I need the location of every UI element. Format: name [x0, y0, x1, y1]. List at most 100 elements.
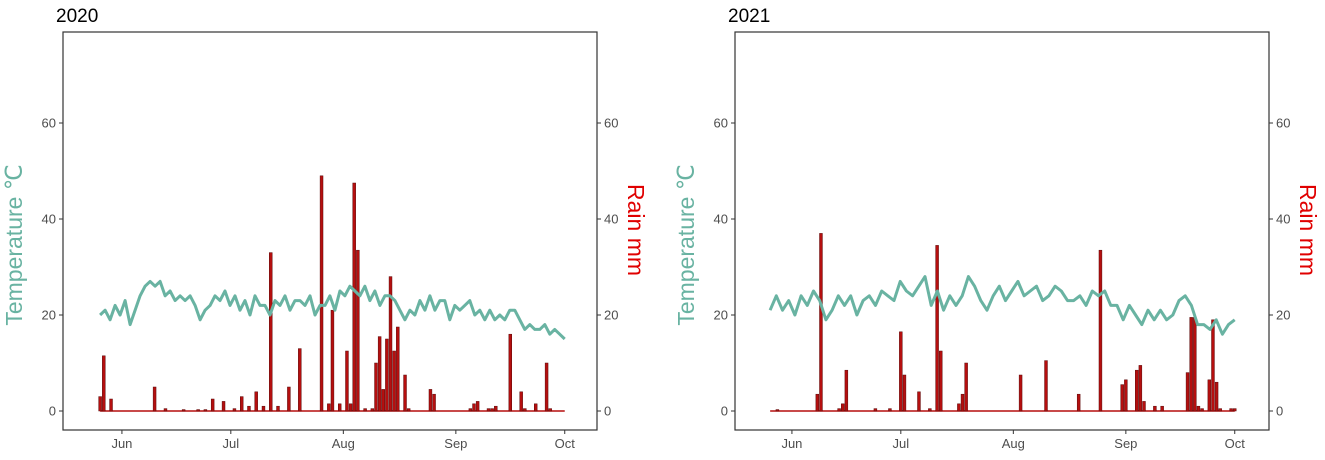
- rain-bar: [406, 408, 411, 412]
- chart-panel-2021: 2021 0 0 20 20 40 40 60 60 Jun Jul Aug Sep Oct Tempera…: [673, 6, 1321, 451]
- rain-bar: [269, 252, 273, 412]
- rain-bar: [247, 405, 251, 412]
- panel-title: 2020: [56, 6, 98, 27]
- rain-bar: [348, 403, 353, 412]
- rain-bar: [276, 405, 280, 412]
- y-tick-label-left: 20: [714, 308, 728, 323]
- y-tick-label-left: 40: [42, 212, 56, 227]
- plot-frame: [734, 31, 1270, 431]
- y-tick-label-left: 0: [721, 404, 728, 419]
- rain-bar: [403, 374, 407, 412]
- y-tick-label-right: 60: [1276, 116, 1290, 131]
- y-axis-title-left: Temperature ℃: [1, 164, 27, 325]
- rain-bar: [1044, 360, 1048, 412]
- rain-bar: [396, 326, 400, 412]
- rain-bar: [1153, 405, 1157, 412]
- rain-bar: [486, 408, 491, 412]
- rain-bar: [374, 362, 378, 412]
- rain-bar: [240, 396, 244, 412]
- rain-bar: [356, 249, 360, 412]
- rain-bar: [254, 391, 258, 412]
- rain-bar: [490, 408, 494, 412]
- y-tick-label-left: 60: [42, 116, 56, 131]
- rain-bar: [523, 408, 527, 412]
- rain-bar: [928, 408, 932, 412]
- rain-bar: [939, 350, 943, 412]
- y-tick-label-right: 20: [1276, 308, 1290, 323]
- y-tick-label-right: 0: [1276, 404, 1283, 419]
- rain-bar: [1142, 401, 1146, 412]
- rain-bar: [1124, 379, 1128, 412]
- rain-bar: [1138, 365, 1143, 412]
- y-axis-title-left: Temperature ℃: [673, 164, 699, 325]
- plot-frame: [62, 31, 598, 431]
- rain-bar: [508, 333, 512, 412]
- rain-bar: [319, 175, 324, 412]
- rain-bar: [1018, 374, 1023, 412]
- rain-bar: [1135, 369, 1139, 412]
- x-tick-label: Aug: [1002, 436, 1025, 451]
- x-tick-label: Jul: [223, 436, 240, 451]
- y-tick-label-right: 0: [604, 404, 611, 419]
- rain-bar: [232, 408, 237, 412]
- rain-bar: [837, 408, 841, 412]
- panel-title: 2021: [728, 6, 770, 27]
- rain-bar: [298, 348, 302, 412]
- rain-bar: [98, 396, 102, 412]
- rain-bar: [428, 389, 433, 412]
- rain-bar: [163, 408, 168, 412]
- rain-bar: [1098, 249, 1103, 412]
- rain-bar: [388, 276, 393, 412]
- rain-bar: [1233, 408, 1237, 412]
- rain-bar: [534, 403, 538, 412]
- y-tick-label-left: 40: [714, 212, 728, 227]
- rain-bar: [841, 403, 845, 412]
- rain-bar: [519, 391, 523, 412]
- rain-bar: [352, 182, 356, 412]
- y-tick-label-right: 40: [1276, 212, 1290, 227]
- x-tick-label: Oct: [1225, 436, 1246, 451]
- rain-bar: [432, 393, 436, 412]
- rain-bar: [385, 338, 389, 412]
- rain-bar: [1214, 381, 1219, 412]
- rain-bar: [544, 362, 549, 412]
- rain-bar: [917, 391, 921, 412]
- rain-bar: [392, 350, 396, 412]
- y-tick-label-left: 20: [42, 308, 56, 323]
- rain-bar: [1211, 319, 1215, 412]
- x-tick-label: Oct: [555, 436, 576, 451]
- rain-bar: [363, 408, 367, 412]
- rain-bar: [370, 408, 375, 412]
- rain-bar: [377, 336, 382, 412]
- rain-bar: [472, 403, 476, 412]
- rain-bar: [210, 398, 215, 412]
- rain-bar: [1076, 393, 1081, 412]
- rain-bar: [1200, 408, 1204, 412]
- rain-bar: [935, 245, 939, 412]
- rain-bar: [287, 386, 291, 412]
- rain-bar: [494, 405, 498, 412]
- rain-bar: [775, 409, 780, 412]
- y-axis-title-right: Rain mm: [623, 184, 649, 276]
- rain-bar: [109, 398, 113, 412]
- temperature-line: [99, 279, 566, 341]
- rain-bar: [181, 409, 186, 412]
- rain-bar: [196, 409, 200, 412]
- y-tick-label-left: 0: [49, 404, 56, 419]
- rain-bar: [899, 331, 903, 412]
- y-tick-label-right: 20: [604, 308, 618, 323]
- rain-bar: [475, 401, 480, 412]
- x-tick-label: Jun: [781, 436, 802, 451]
- rain-bar: [964, 362, 968, 412]
- rain-bar: [221, 401, 226, 412]
- x-tick-label: Jul: [893, 436, 910, 451]
- rain-bar: [1229, 408, 1233, 412]
- x-tick-label: Sep: [1114, 436, 1137, 451]
- rain-bar: [1196, 405, 1201, 412]
- rain-bar: [381, 389, 385, 412]
- y-tick-label-right: 60: [604, 116, 618, 131]
- rain-bar: [1207, 379, 1212, 412]
- rain-bar: [548, 408, 552, 412]
- rain-bar: [960, 393, 965, 412]
